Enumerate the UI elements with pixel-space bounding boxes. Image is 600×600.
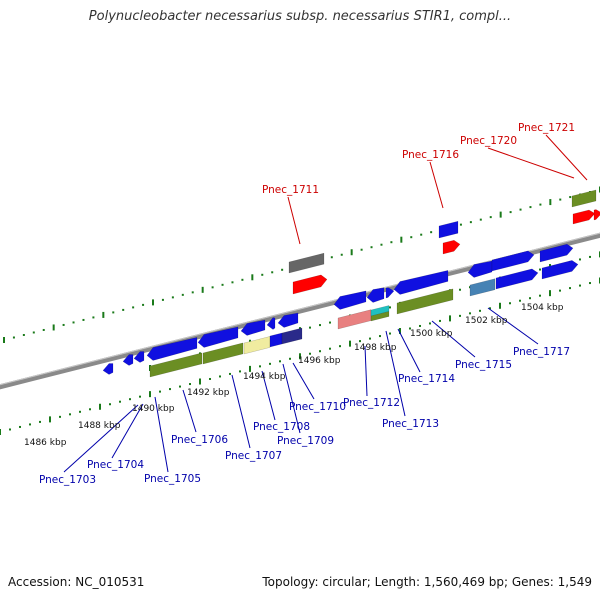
accession-text: Accession: NC_010531 <box>8 575 145 589</box>
kbp-label: 1492 kbp <box>187 388 230 398</box>
gene-label-pnec-1715[interactable]: Pnec_1715 <box>455 359 512 371</box>
gene-arrow <box>593 209 600 221</box>
gene-label-pnec-1707[interactable]: Pnec_1707 <box>225 450 282 462</box>
kbp-label: 1490 kbp <box>132 404 175 414</box>
gene-label-pnec-1710[interactable]: Pnec_1710 <box>289 401 346 413</box>
leader-line <box>261 370 276 421</box>
gene-box <box>149 352 203 378</box>
gene-box <box>281 327 303 345</box>
gene-arrow <box>266 317 276 330</box>
gene-arrow <box>495 268 539 290</box>
gene-arrow <box>393 270 449 295</box>
gene-arrow <box>146 337 198 361</box>
gene-box <box>469 278 496 297</box>
gene-box <box>571 189 597 208</box>
leader-line <box>397 328 421 373</box>
gene-box <box>396 288 454 315</box>
leader-line <box>545 134 588 181</box>
gene-label-pnec-1716[interactable]: Pnec_1716 <box>402 149 459 161</box>
gene-box <box>288 252 325 274</box>
gene-label-pnec-1711[interactable]: Pnec_1711 <box>262 184 319 196</box>
gene-features <box>102 189 600 378</box>
gene-arrow <box>541 260 579 280</box>
leader-line <box>385 330 406 417</box>
gene-label-pnec-1708[interactable]: Pnec_1708 <box>253 421 310 433</box>
gene-arrow <box>442 239 461 255</box>
leader-line <box>63 404 139 473</box>
leader-line <box>487 307 539 345</box>
gene-arrow <box>366 287 385 303</box>
leader-line <box>287 196 301 245</box>
leader-line <box>431 320 476 358</box>
kbp-label: 1500 kbp <box>410 329 453 339</box>
gene-box <box>370 311 390 322</box>
gene-label-pnec-1717[interactable]: Pnec_1717 <box>513 346 570 358</box>
gene-arrow <box>292 274 328 295</box>
gene-arrow <box>467 260 493 278</box>
kbp-label: 1504 kbp <box>521 303 564 313</box>
leader-line <box>292 362 315 400</box>
gene-label-pnec-1712[interactable]: Pnec_1712 <box>343 397 400 409</box>
kbp-label: 1498 kbp <box>354 343 397 353</box>
genome-summary-text: Topology: circular; Length: 1,560,469 bp… <box>262 575 592 589</box>
gene-arrow <box>491 250 535 272</box>
leader-line <box>429 161 444 209</box>
gene-arrow <box>197 326 239 348</box>
leader-line <box>282 363 301 434</box>
label-leaders <box>63 134 588 473</box>
gene-label-pnec-1713[interactable]: Pnec_1713 <box>382 418 439 430</box>
gene-label-pnec-1709[interactable]: Pnec_1709 <box>277 435 334 447</box>
gene-label-pnec-1704[interactable]: Pnec_1704 <box>87 459 144 471</box>
gene-box <box>243 336 271 355</box>
kbp-label: 1502 kbp <box>465 316 508 326</box>
kbp-label: 1488 kbp <box>78 421 121 431</box>
gene-arrow <box>240 319 266 336</box>
gene-arrow <box>333 290 367 310</box>
leader-line <box>111 403 144 459</box>
gene-label-pnec-1706[interactable]: Pnec_1706 <box>171 434 228 446</box>
leader-line <box>487 147 575 179</box>
kbp-label: 1494 kbp <box>243 372 286 382</box>
gene-arrow <box>572 209 596 225</box>
gene-arrow <box>102 363 114 375</box>
gene-arrow <box>385 287 395 299</box>
gene-box <box>438 220 459 239</box>
leader-line <box>231 374 251 449</box>
gene-arrow <box>277 312 299 328</box>
gene-label-pnec-1703[interactable]: Pnec_1703 <box>39 474 96 486</box>
gene-label-pnec-1714[interactable]: Pnec_1714 <box>398 373 455 385</box>
gene-label-pnec-1721[interactable]: Pnec_1721 <box>518 122 575 134</box>
leader-line <box>154 396 169 473</box>
map-title: Polynucleobacter necessarius subsp. nece… <box>88 9 512 24</box>
leader-line <box>364 345 368 397</box>
kbp-label: 1496 kbp <box>298 356 341 366</box>
gene-box <box>337 309 372 330</box>
kbp-label: 1486 kbp <box>24 438 67 448</box>
gene-box <box>269 332 283 348</box>
leader-line <box>182 389 197 433</box>
gene-label-pnec-1705[interactable]: Pnec_1705 <box>144 473 201 485</box>
gene-box <box>202 342 244 365</box>
gene-arrow <box>133 351 145 363</box>
gene-label-pnec-1720[interactable]: Pnec_1720 <box>460 135 517 147</box>
gene-arrow <box>539 243 574 263</box>
gene-arrow <box>122 354 134 366</box>
